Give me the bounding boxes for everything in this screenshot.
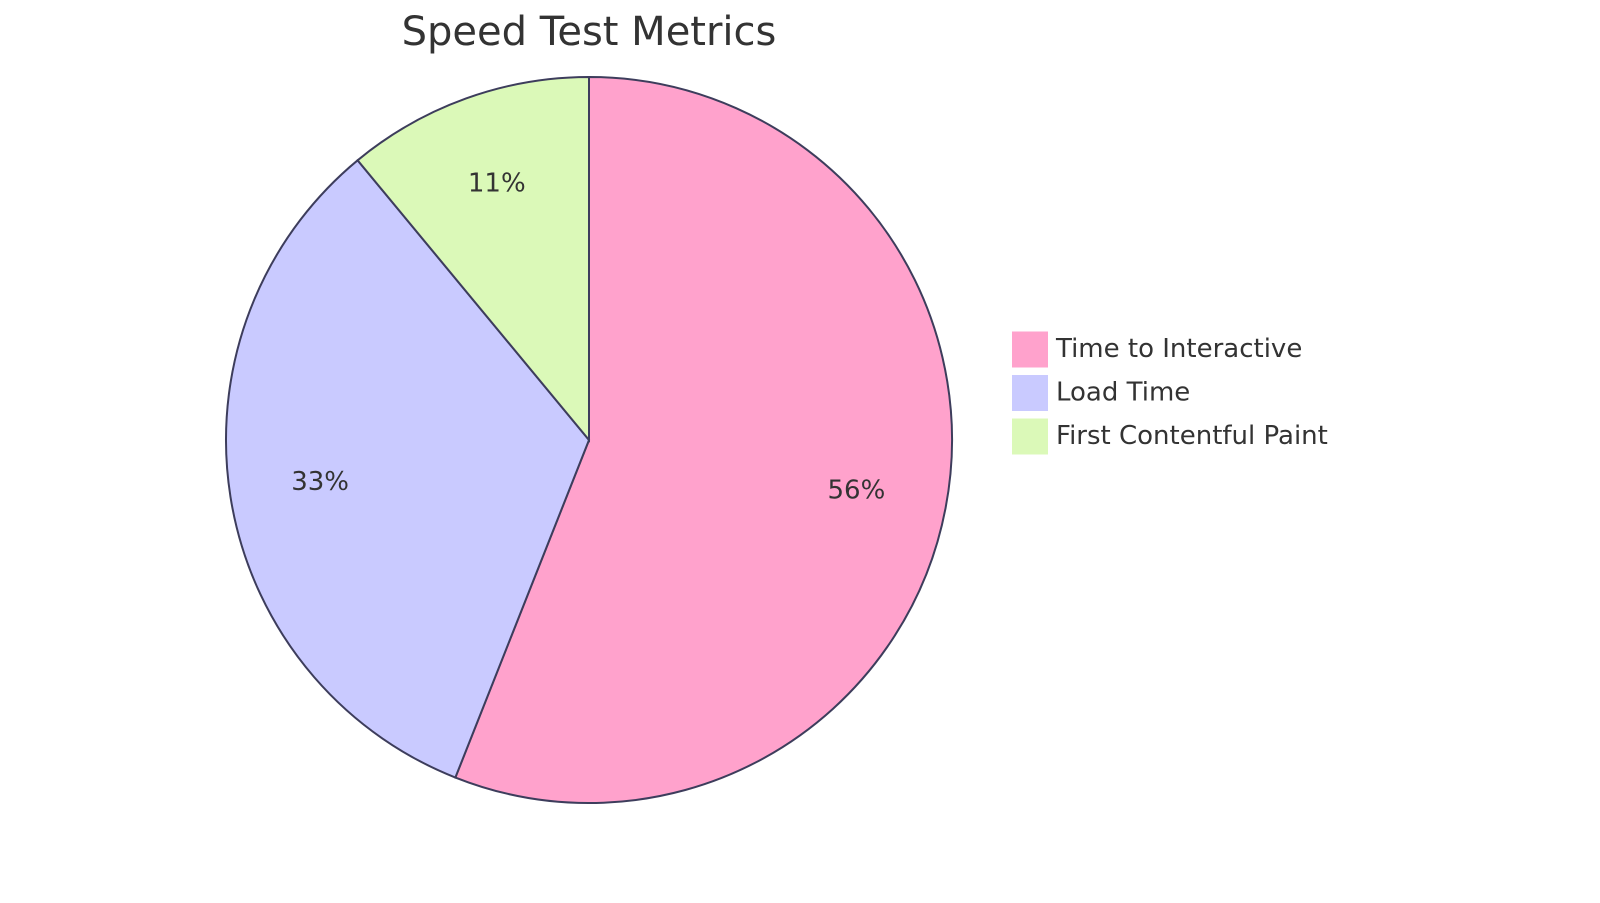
slice-label: 11% — [468, 168, 526, 198]
legend-swatch — [1012, 375, 1048, 411]
pie-slice — [454, 75, 953, 804]
pie-slice — [356, 75, 590, 443]
pie-slice — [225, 158, 591, 779]
slice-label: 33% — [291, 467, 349, 497]
legend-label: Time to Interactive — [1055, 334, 1302, 364]
legend-swatch — [1012, 331, 1048, 368]
slice-label: 56% — [828, 476, 886, 506]
legend-label: First Contentful Paint — [1056, 421, 1328, 451]
legend-label: Load Time — [1056, 378, 1190, 408]
chart-title: Speed Test Metrics — [402, 9, 777, 55]
legend-swatch — [1012, 418, 1048, 455]
